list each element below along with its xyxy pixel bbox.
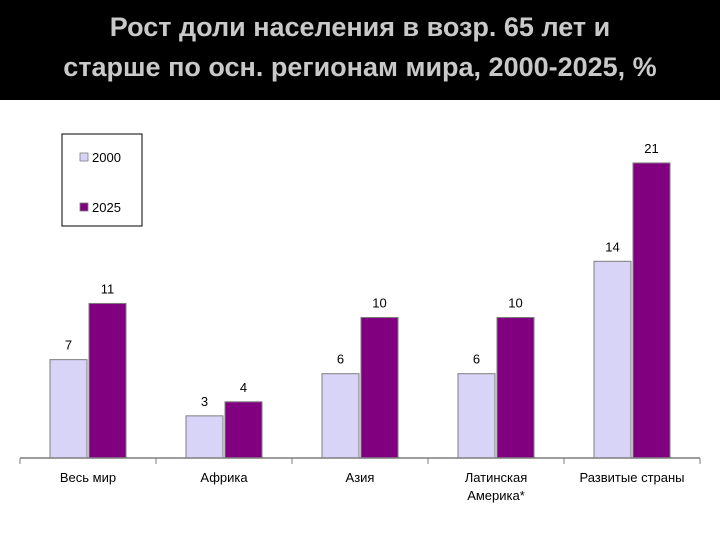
- category-label-3: Латинская: [465, 470, 528, 485]
- bar-2025-4: [632, 162, 671, 459]
- bar-2000-3: [457, 373, 496, 459]
- category-label-0: Весь мир: [60, 470, 116, 485]
- legend-box: [61, 133, 143, 227]
- bar-2000-1: [185, 415, 224, 459]
- page-title-line-1: Рост доли населения в возр. 65 лет и: [109, 12, 611, 42]
- category-label-2: Азия: [346, 470, 375, 485]
- bar-chart: 7 11 3 4 6 10 6 10 14 21 Весь мир Африка Азия Латинск…: [19, 133, 701, 503]
- bar-2000-0: [49, 359, 88, 459]
- category-label-4: Развитые страны: [579, 470, 684, 485]
- bar-2025-3: [496, 317, 535, 459]
- legend-label-2025: 2025: [92, 200, 121, 215]
- legend-swatch-2025: [79, 202, 89, 212]
- data-label-2000-4: 14: [605, 239, 619, 254]
- legend-swatch-2000: [79, 152, 89, 162]
- category-label-3: Америка*: [467, 488, 525, 503]
- legend-label-2000: 2000: [92, 150, 121, 165]
- data-label-2000-3: 6: [473, 352, 480, 367]
- data-label-2025-4: 21: [644, 141, 658, 156]
- data-label-2000-2: 6: [337, 352, 344, 367]
- bar-2000-2: [321, 373, 360, 459]
- category-label-1: Африка: [200, 470, 248, 485]
- bar-2025-2: [360, 317, 399, 459]
- data-label-2025-3: 10: [508, 296, 522, 311]
- bar-2025-0: [88, 302, 127, 459]
- data-label-2025-0: 11: [101, 281, 115, 296]
- data-label-2025-2: 10: [372, 296, 386, 311]
- title-bar: Рост доли населения в возр. 65 лет и ста…: [0, 0, 720, 100]
- data-label-2025-1: 4: [240, 380, 247, 395]
- data-label-2000-1: 3: [201, 394, 208, 409]
- bar-2025-1: [224, 401, 263, 459]
- bar-2000-4: [593, 260, 632, 459]
- page-title-line-2: старше по осн. регионам мира, 2000-2025,…: [63, 52, 657, 82]
- data-label-2000-0: 7: [65, 338, 72, 353]
